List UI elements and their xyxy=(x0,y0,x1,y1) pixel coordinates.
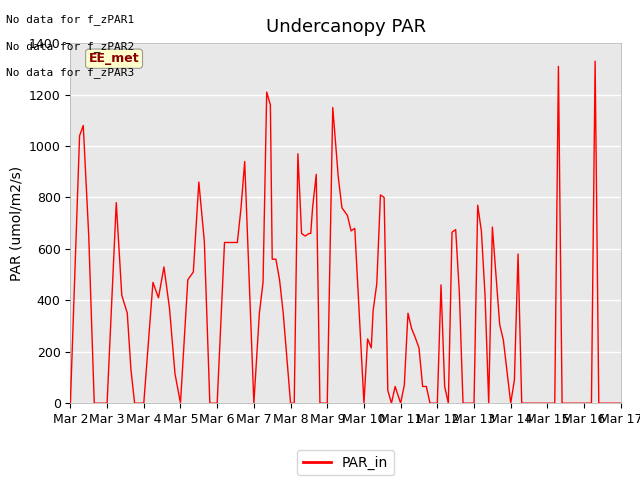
Text: No data for f_zPAR2: No data for f_zPAR2 xyxy=(6,41,134,52)
Text: No data for f_zPAR1: No data for f_zPAR1 xyxy=(6,14,134,25)
Title: Undercanopy PAR: Undercanopy PAR xyxy=(266,18,426,36)
Legend: PAR_in: PAR_in xyxy=(298,450,394,476)
Y-axis label: PAR (umol/m2/s): PAR (umol/m2/s) xyxy=(9,166,23,281)
Text: No data for f_zPAR3: No data for f_zPAR3 xyxy=(6,67,134,78)
Text: EE_met: EE_met xyxy=(89,52,140,65)
